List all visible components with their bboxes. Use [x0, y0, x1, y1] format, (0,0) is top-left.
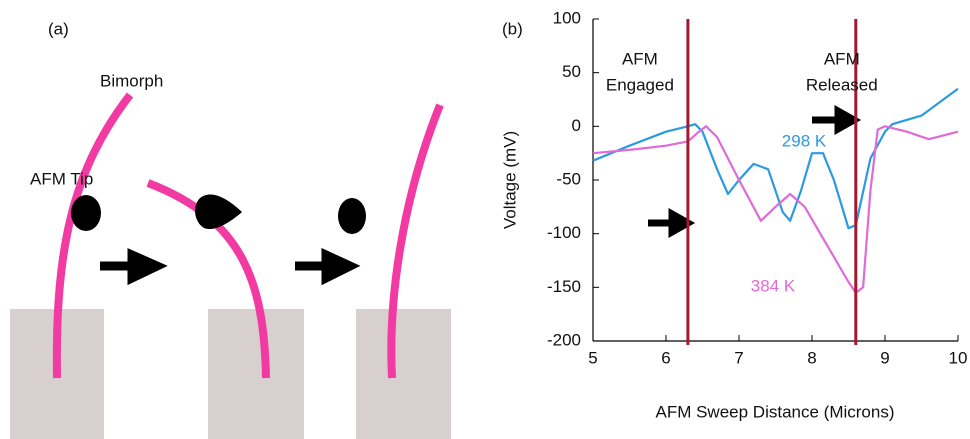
- panel-label: (a): [48, 19, 69, 38]
- y-tick-label: 0: [572, 116, 581, 135]
- event-label: AFM: [622, 49, 658, 68]
- afm-tip: [195, 194, 242, 229]
- event-label: Engaged: [606, 75, 674, 94]
- afm-tip: [338, 198, 366, 234]
- y-tick-label: -150: [547, 277, 581, 296]
- x-tick-label: 10: [949, 348, 968, 367]
- tip-label: AFM Tip: [30, 169, 93, 188]
- panel-a: (a) Bimorph AFM Tip: [10, 19, 451, 439]
- arrow: [812, 111, 854, 129]
- x-tick-label: 6: [661, 348, 670, 367]
- y-tick-label: -100: [547, 223, 581, 242]
- y-axis-label: Voltage (mV): [500, 131, 519, 229]
- arrow: [648, 214, 688, 232]
- figure: (a) Bimorph AFM Tip (b) AFM Sweep Distan…: [0, 0, 970, 439]
- base-block: [356, 309, 451, 439]
- y-tick-label: 100: [553, 8, 581, 27]
- event-label: Released: [806, 75, 878, 94]
- panel-label: (b): [502, 19, 523, 38]
- x-tick-label: 7: [734, 348, 743, 367]
- series-label: 298 K: [782, 131, 827, 150]
- arrow: [100, 255, 157, 278]
- y-tick-label: -50: [556, 169, 581, 188]
- series-label: 384 K: [751, 276, 796, 295]
- base-block: [208, 309, 304, 439]
- series-line: [593, 126, 958, 292]
- y-tick-label: -200: [547, 330, 581, 349]
- arrow: [295, 255, 350, 278]
- panel-b: (b) AFM Sweep Distance (Microns) Voltage…: [500, 8, 967, 421]
- x-tick-label: 5: [588, 348, 597, 367]
- bimorph-label: Bimorph: [100, 71, 163, 90]
- y-tick-label: 50: [562, 62, 581, 81]
- x-axis-label: AFM Sweep Distance (Microns): [655, 402, 894, 421]
- afm-tip: [71, 195, 101, 231]
- event-label: AFM: [824, 49, 860, 68]
- x-tick-label: 8: [807, 348, 816, 367]
- x-tick-label: 9: [880, 348, 889, 367]
